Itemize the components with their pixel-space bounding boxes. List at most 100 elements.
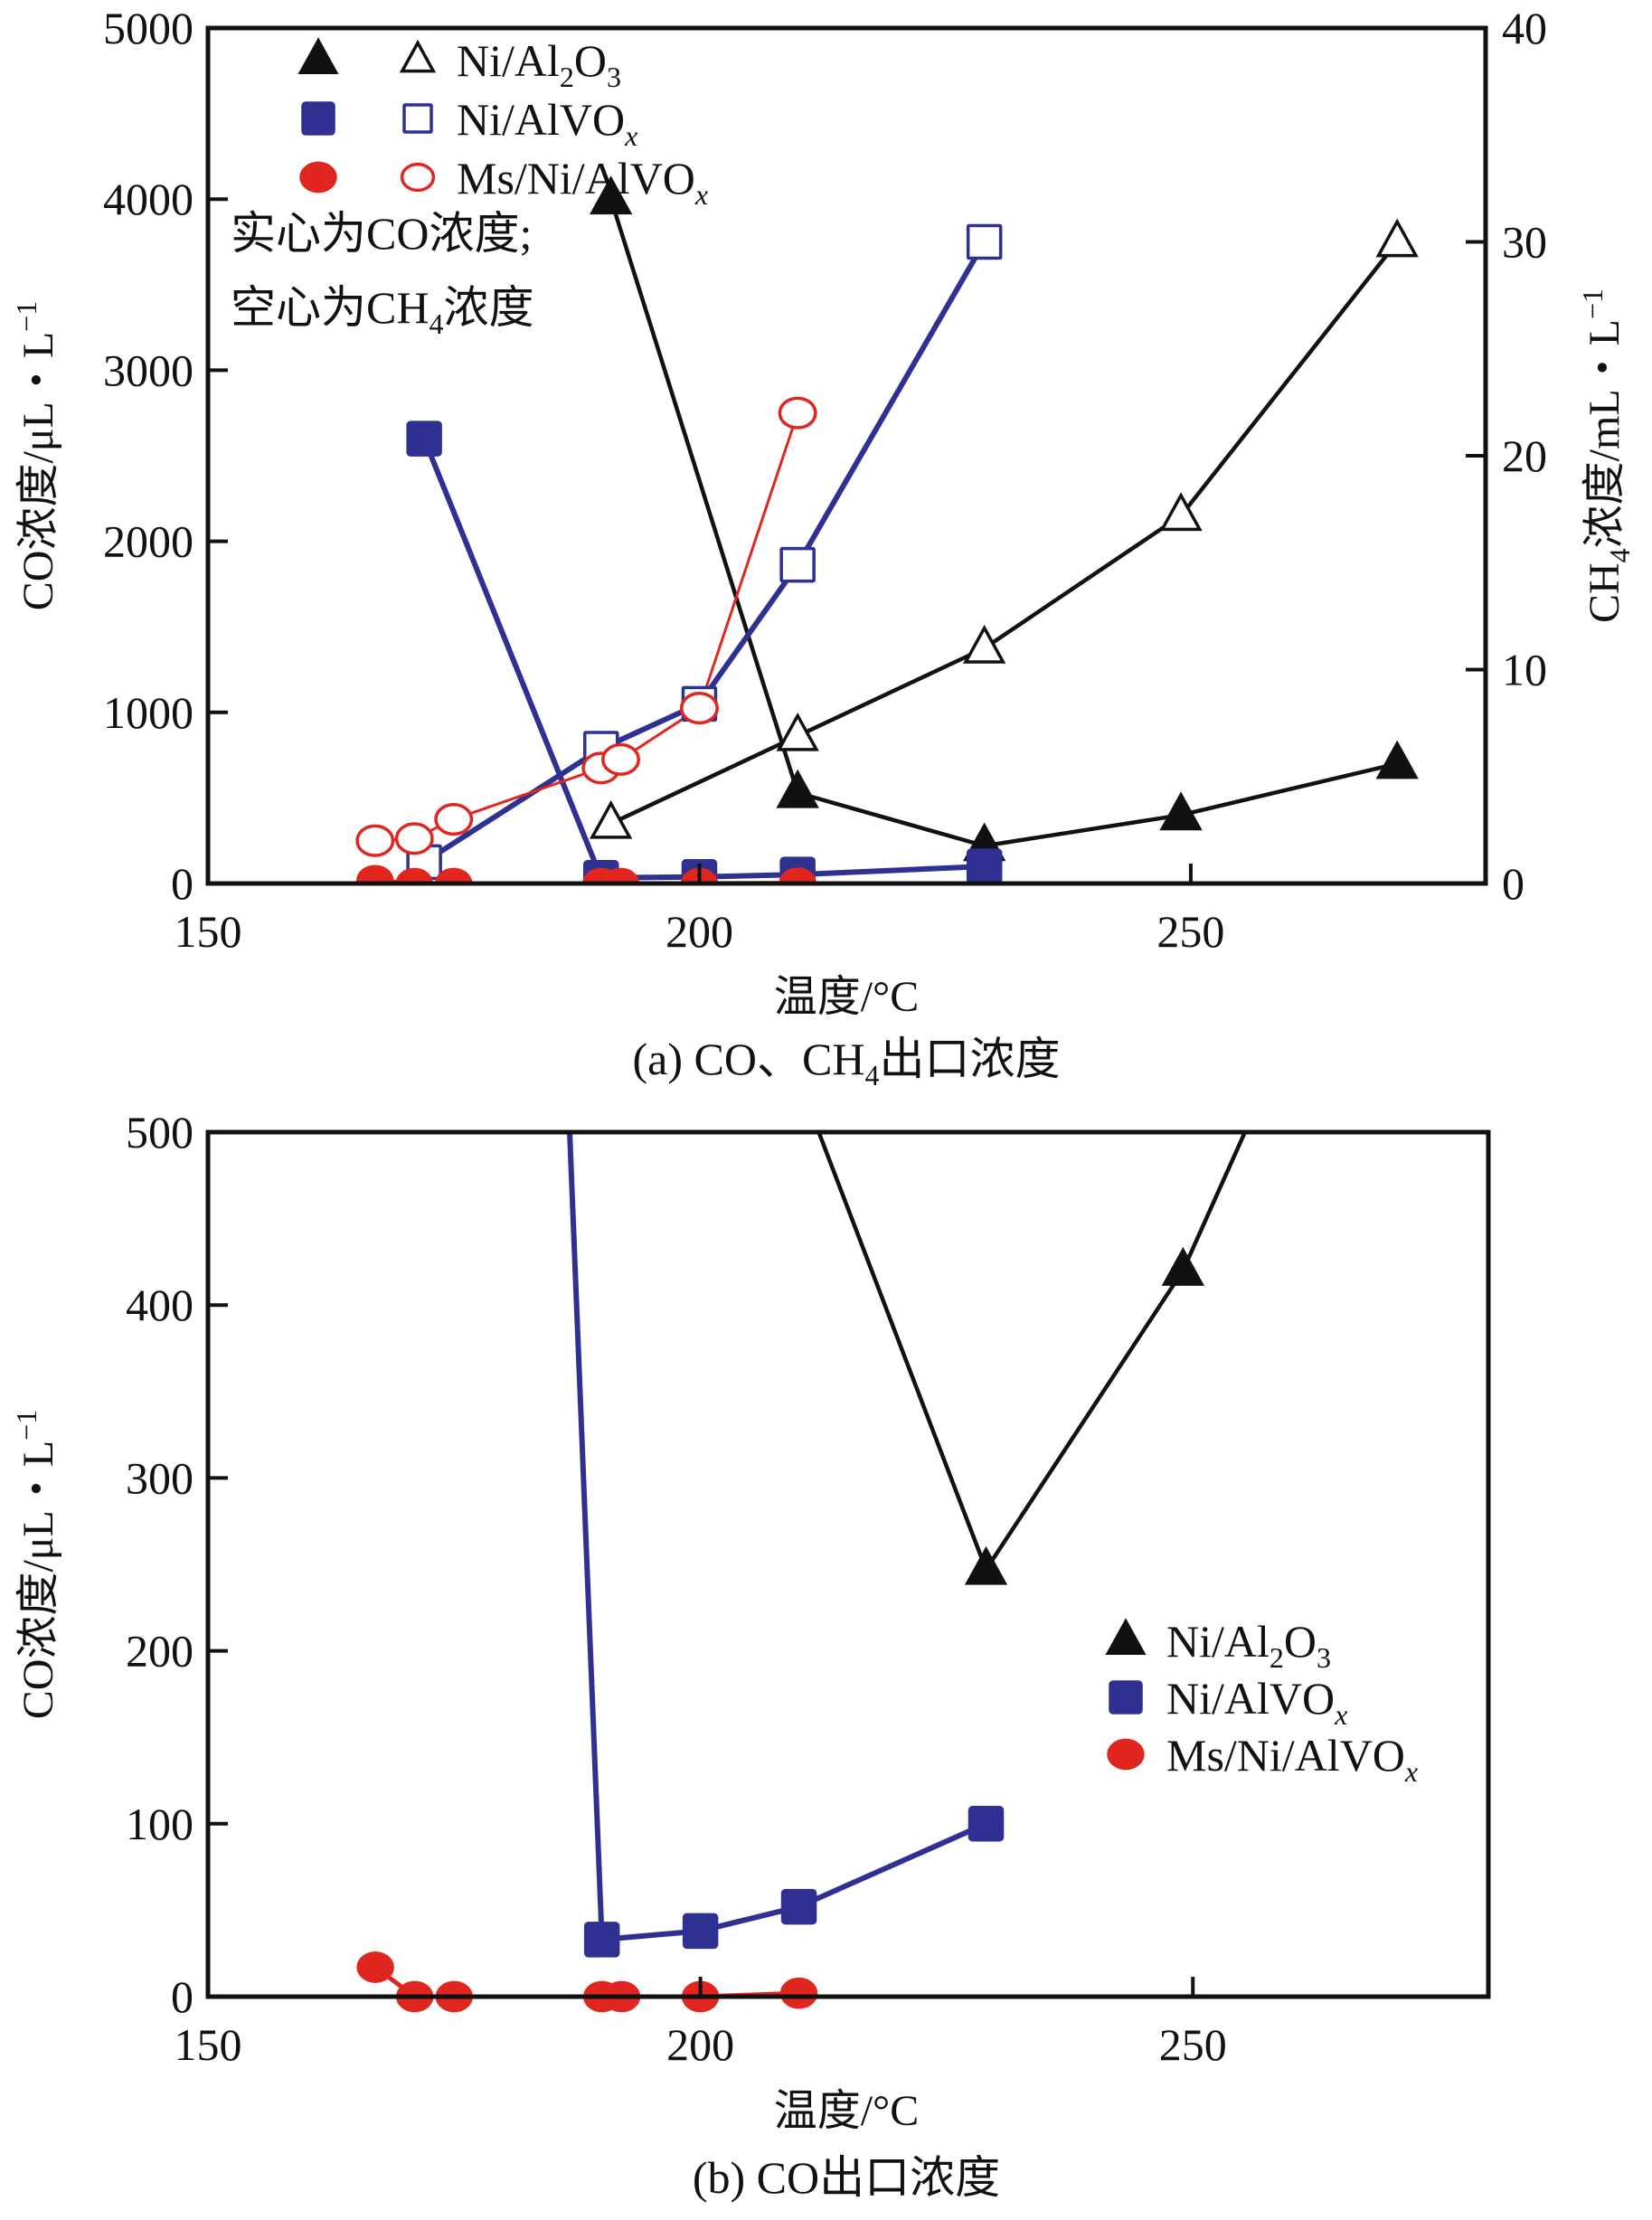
legend-marker-open — [402, 103, 433, 134]
data-point-ms-ni-alvox-co- — [356, 864, 394, 883]
y-tick-label: 3000 — [103, 345, 194, 395]
legend-label: Ms/Ni/AlVOx — [1166, 1730, 1418, 1788]
chart-b-frame — [205, 1129, 1491, 1999]
series-line-ni-al2o3 — [817, 1132, 1248, 1572]
x-tick-label: 150 — [175, 2019, 242, 2070]
legend-marker — [1105, 1618, 1147, 1656]
chart-a-y2label: CH4浓度/mL・L−1 — [1576, 288, 1636, 623]
legend-marker-filled — [301, 101, 335, 136]
y-tick-label: 1000 — [103, 687, 194, 738]
y-tick-label: 400 — [126, 1280, 194, 1330]
legend-label-sub: 2 — [1270, 1641, 1284, 1674]
x-tick-label: 150 — [175, 906, 242, 957]
legend-label: Ni/AlVOx — [1166, 1673, 1347, 1731]
data-point-ni-alvox-ch4- — [779, 546, 816, 583]
data-point-ni-al2o3-co- — [776, 769, 819, 808]
x-tick-label: 250 — [1156, 906, 1224, 957]
data-point-ni-alvox — [780, 1888, 817, 1925]
chart-a-series — [355, 175, 1419, 883]
data-point-ni-al2o3-co- — [1159, 791, 1203, 831]
data-point-ms-ni-alvox-ch4- — [679, 692, 719, 725]
data-point-ni-al2o3-ch4- — [1375, 218, 1419, 258]
y-tick-label: 100 — [126, 1799, 194, 1849]
data-point-ni-al2o3 — [1161, 1247, 1205, 1286]
annotation-part: 空心为CH — [231, 282, 429, 333]
legend-marker — [1107, 1738, 1145, 1771]
y2-tick-label: 20 — [1502, 430, 1547, 481]
annotation-sub: 4 — [429, 307, 443, 340]
legend-label-part: Ms/Ni/AlVO — [1166, 1730, 1405, 1781]
y-tick-label: 300 — [126, 1452, 194, 1503]
data-point-ms-ni-alvox-ch4- — [601, 742, 640, 776]
data-point-ni-al2o3-ch4- — [776, 712, 819, 751]
chart-a-ticks: 150 200 250 0 1000 2000 3000 4000 5000 0 10 20 30 40 — [103, 3, 1547, 957]
data-point-ms-ni-alvox-ch4- — [778, 396, 817, 430]
legend-label: Ni/Al2O3 — [1166, 1616, 1331, 1674]
legend-label-part: Ni/AlVO — [457, 94, 625, 145]
y-tick-label: 5000 — [103, 3, 194, 53]
legend-label-sub: x — [1404, 1755, 1418, 1788]
chart-b: 150 200 250 0 100 200 300 400 500 Ni/Al2O3Ni/AlV… — [10, 1107, 1491, 2203]
chart-a-frame — [205, 25, 1488, 886]
x-tick-label: 250 — [1159, 2019, 1227, 2070]
y-tick-label: 0 — [171, 1971, 194, 2022]
y2-tick-label: 30 — [1502, 217, 1547, 268]
legend-label-part: O — [1284, 1616, 1317, 1667]
data-point-ni-alvox — [968, 1806, 1005, 1842]
chart-a: 150 200 250010002000300040005000010203040 … — [10, 3, 1636, 1091]
legend-marker-open — [399, 39, 437, 73]
chart-a-annotation: 实心为CO浓度; 空心为CH4浓度 — [231, 208, 533, 340]
data-point-ms-ni-alvox-ch4- — [394, 822, 434, 855]
legend-label-sub: x — [694, 178, 708, 211]
data-point-ni-al2o3-ch4- — [589, 799, 633, 839]
legend-marker — [1109, 1680, 1143, 1715]
legend-label-sub: x — [1334, 1698, 1347, 1731]
y-tick-label: 2000 — [103, 516, 194, 567]
legend-label-part: Ms/Ni/AlVO — [457, 153, 695, 203]
data-point-ni-alvox-co- — [406, 420, 442, 457]
data-point-ni-al2o3-ch4- — [1159, 492, 1203, 532]
data-point-ni-al2o3-co- — [589, 175, 633, 215]
data-point-ni-al2o3 — [964, 1545, 1008, 1585]
chart-b-ticks: 150 200 250 0 100 200 300 400 500 — [126, 1107, 1227, 2070]
chart-a-caption: (a) CO、CH4出口浓度 — [633, 1034, 1061, 1091]
y2-tick-label: 0 — [1502, 858, 1525, 909]
data-point-ni-al2o3-co- — [1375, 740, 1419, 779]
data-point-ni-alvox-ch4- — [966, 223, 1003, 260]
y-tick-label: 200 — [126, 1626, 194, 1677]
data-point-ni-alvox — [583, 1922, 620, 1958]
annotation-line: 空心为CH4浓度 — [231, 282, 533, 340]
y-tick-label: 4000 — [103, 174, 194, 224]
series-line-ni-alvox-ch4- — [422, 240, 987, 864]
legend-label-part: O — [574, 35, 607, 86]
legend-marker-open — [400, 162, 436, 193]
data-point-ms-ni-alvox — [779, 1977, 818, 2009]
y2-tick-label: 40 — [1502, 3, 1547, 53]
chart-b-ylabel: CO浓度/μL・L−1 — [10, 1410, 62, 1719]
y-tick-label: 500 — [126, 1107, 194, 1157]
data-point-ms-ni-alvox-ch4- — [355, 824, 395, 857]
legend-label-part: Ni/Al — [1166, 1616, 1270, 1667]
data-point-ni-alvox-co- — [966, 848, 1003, 883]
legend-label-sub: 2 — [560, 61, 574, 93]
x-tick-label: 200 — [666, 2019, 734, 2070]
legend-label-part: Ni/Al — [457, 35, 560, 86]
annotation-part: 浓度 — [443, 282, 533, 333]
chart-b-xlabel: 温度/°C — [774, 2087, 920, 2135]
x-tick-label: 200 — [666, 906, 733, 957]
chart-a-ylabel: CO浓度/μL・L−1 — [10, 301, 62, 610]
series-line-ni-alvox-co- — [421, 437, 985, 881]
y2-tick-label: 10 — [1502, 645, 1547, 695]
legend-label: Ms/Ni/AlVOx — [457, 153, 708, 211]
series-line-ni-al2o3-co- — [609, 198, 1398, 848]
legend-marker-filled — [299, 161, 337, 194]
data-point-ni-alvox — [682, 1913, 719, 1950]
legend-marker-filled — [297, 37, 339, 75]
chart-a-xlabel: 温度/°C — [774, 973, 920, 1021]
legend-label-sub: x — [624, 119, 637, 152]
legend-label-sub: 3 — [607, 61, 621, 93]
series-line-ni-al2o3-ch4- — [609, 241, 1399, 826]
